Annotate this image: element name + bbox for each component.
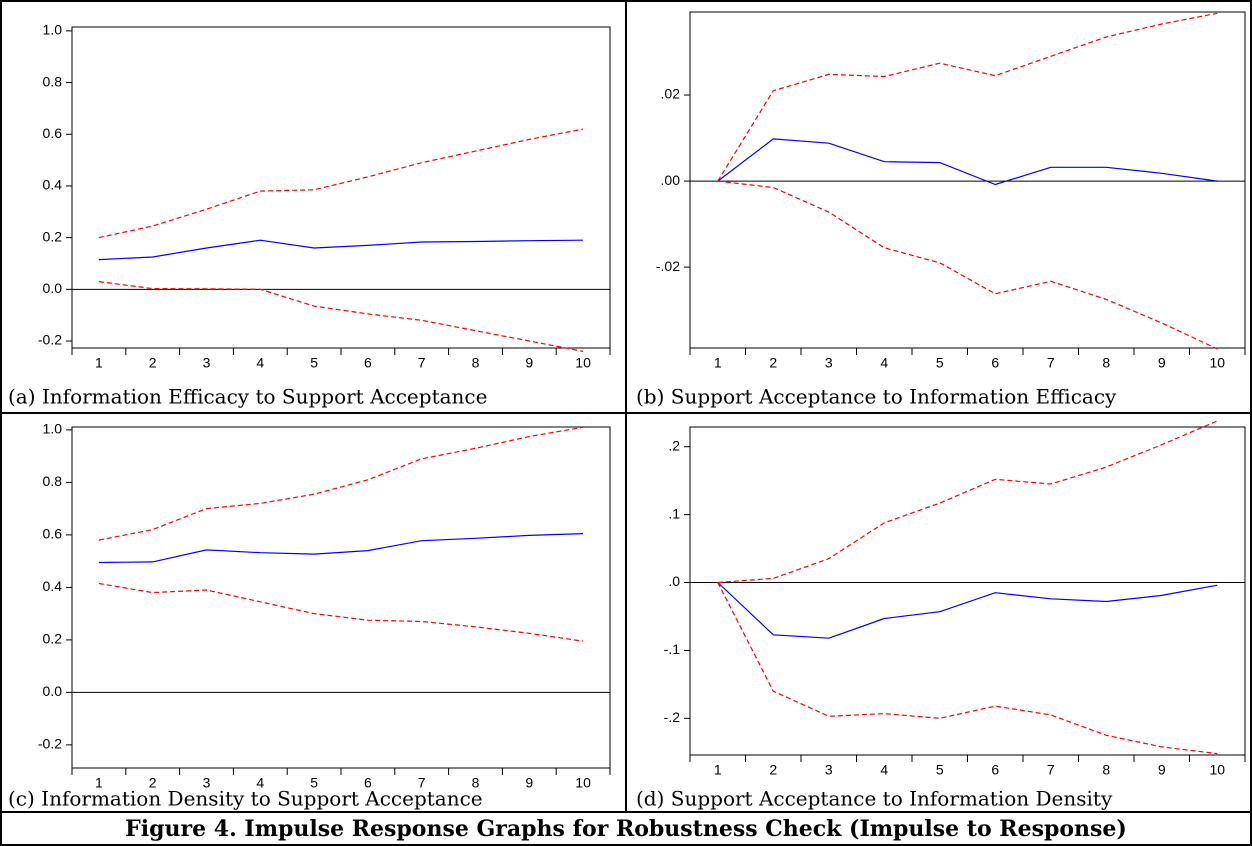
series-line (98, 582, 584, 642)
y-tick-label: 0.0 (43, 683, 63, 699)
x-tick-label: 10 (575, 355, 591, 371)
x-tick-label: 5 (936, 762, 944, 778)
x-tick-label: 9 (525, 355, 533, 371)
y-tick-label: -.2 (664, 709, 681, 725)
series-line (98, 239, 584, 261)
y-tick-label: 0.4 (43, 177, 63, 193)
y-tick-label: 0.2 (43, 228, 63, 244)
plot-frame (71, 26, 611, 349)
y-tick-label: .00 (661, 172, 681, 188)
series-line (717, 12, 1218, 182)
y-tick-label: 0.6 (43, 526, 63, 542)
x-tick-label: 10 (1209, 762, 1225, 778)
panel-title: (d) Support Acceptance to Information De… (636, 787, 1113, 811)
y-tick-label: .2 (668, 437, 680, 453)
x-tick-label: 1 (95, 355, 103, 371)
y-tick-label: 0.2 (43, 631, 63, 647)
x-tick-label: 8 (1102, 762, 1110, 778)
y-tick-label: 1.0 (43, 421, 63, 437)
x-tick-label: 10 (575, 775, 591, 791)
panel-title: (c) Information Density to Support Accep… (8, 787, 483, 811)
x-tick-label: 8 (472, 775, 480, 791)
series-line (717, 420, 1218, 584)
y-tick-label: 0.4 (43, 578, 63, 594)
x-tick-label: 5 (936, 355, 944, 371)
x-tick-label: 1 (95, 775, 103, 791)
x-tick-label: 3 (203, 775, 211, 791)
plot-frame (689, 426, 1246, 756)
panel-title: (b) Support Acceptance to Information Ef… (636, 385, 1117, 409)
y-tick-label: 1.0 (43, 22, 63, 38)
series-line (717, 582, 1218, 639)
series-line (717, 180, 1218, 350)
y-tick-label: -0.2 (38, 736, 62, 752)
x-tick-label: 4 (880, 355, 888, 371)
x-tick-label: 10 (1209, 355, 1225, 371)
x-tick-label: 2 (769, 762, 777, 778)
x-tick-label: 7 (418, 775, 426, 791)
x-tick-label: 8 (1102, 355, 1110, 371)
y-tick-label: 0.6 (43, 125, 63, 141)
x-tick-label: 8 (472, 355, 480, 371)
x-tick-label: 9 (1158, 762, 1166, 778)
x-tick-label: 4 (880, 762, 888, 778)
y-tick-label: -0.2 (38, 332, 62, 348)
x-tick-label: 4 (256, 355, 264, 371)
figure-caption: Figure 4. Impulse Response Graphs for Ro… (125, 816, 1127, 842)
x-tick-label: 3 (825, 355, 833, 371)
x-tick-label: 3 (203, 355, 211, 371)
y-tick-label: .1 (668, 505, 680, 521)
series-line (98, 426, 584, 541)
y-tick-label: .02 (661, 86, 681, 102)
x-tick-label: 5 (310, 355, 318, 371)
x-tick-label: 3 (825, 762, 833, 778)
y-tick-label: -.1 (664, 641, 681, 657)
y-tick-label: 0.0 (43, 280, 63, 296)
x-tick-label: 2 (769, 355, 777, 371)
x-tick-label: 6 (364, 775, 372, 791)
y-tick-label: 0.8 (43, 73, 63, 89)
series-line (98, 533, 584, 564)
plot-frame (689, 11, 1246, 349)
x-tick-label: 2 (149, 775, 157, 791)
y-tick-label: .0 (668, 573, 680, 589)
x-tick-label: 6 (991, 762, 999, 778)
x-tick-label: 7 (1047, 762, 1055, 778)
series-line (98, 128, 584, 239)
y-tick-label: 0.8 (43, 473, 63, 489)
x-tick-label: 6 (364, 355, 372, 371)
x-tick-label: 7 (1047, 355, 1055, 371)
series-line (717, 138, 1218, 186)
y-tick-label: -.02 (656, 258, 680, 274)
x-tick-label: 7 (418, 355, 426, 371)
x-tick-label: 4 (256, 775, 264, 791)
x-tick-label: 9 (525, 775, 533, 791)
x-tick-label: 6 (991, 355, 999, 371)
series-line (98, 281, 584, 352)
plot-frame (71, 426, 611, 769)
x-tick-label: 9 (1158, 355, 1166, 371)
x-tick-label: 2 (149, 355, 157, 371)
panel-title: (a) Information Efficacy to Support Acce… (8, 385, 487, 409)
series-line (717, 582, 1218, 755)
x-tick-label: 1 (714, 355, 722, 371)
x-tick-label: 5 (310, 775, 318, 791)
x-tick-label: 1 (714, 762, 722, 778)
